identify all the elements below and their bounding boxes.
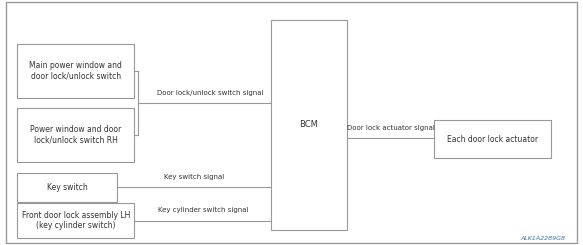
FancyBboxPatch shape xyxy=(17,44,134,98)
Text: Main power window and
door lock/unlock switch: Main power window and door lock/unlock s… xyxy=(29,61,122,81)
Text: Key switch signal: Key switch signal xyxy=(164,174,224,180)
FancyBboxPatch shape xyxy=(17,203,134,238)
FancyBboxPatch shape xyxy=(434,120,551,158)
Text: Key cylinder switch signal: Key cylinder switch signal xyxy=(157,207,248,213)
FancyBboxPatch shape xyxy=(17,108,134,162)
Text: Door lock actuator signal: Door lock actuator signal xyxy=(347,125,434,131)
Text: Key switch: Key switch xyxy=(47,183,87,192)
Text: BCM: BCM xyxy=(300,121,318,129)
FancyBboxPatch shape xyxy=(271,20,347,230)
Text: Power window and door
lock/unlock switch RH: Power window and door lock/unlock switch… xyxy=(30,125,121,145)
Text: Door lock/unlock switch signal: Door lock/unlock switch signal xyxy=(157,90,263,96)
FancyBboxPatch shape xyxy=(17,173,117,202)
Text: Front door lock assembly LH
(key cylinder switch): Front door lock assembly LH (key cylinde… xyxy=(22,211,130,230)
Text: Each door lock actuator: Each door lock actuator xyxy=(447,135,538,144)
Text: ALK1A2289G8: ALK1A2289G8 xyxy=(521,236,566,241)
FancyBboxPatch shape xyxy=(6,2,577,243)
